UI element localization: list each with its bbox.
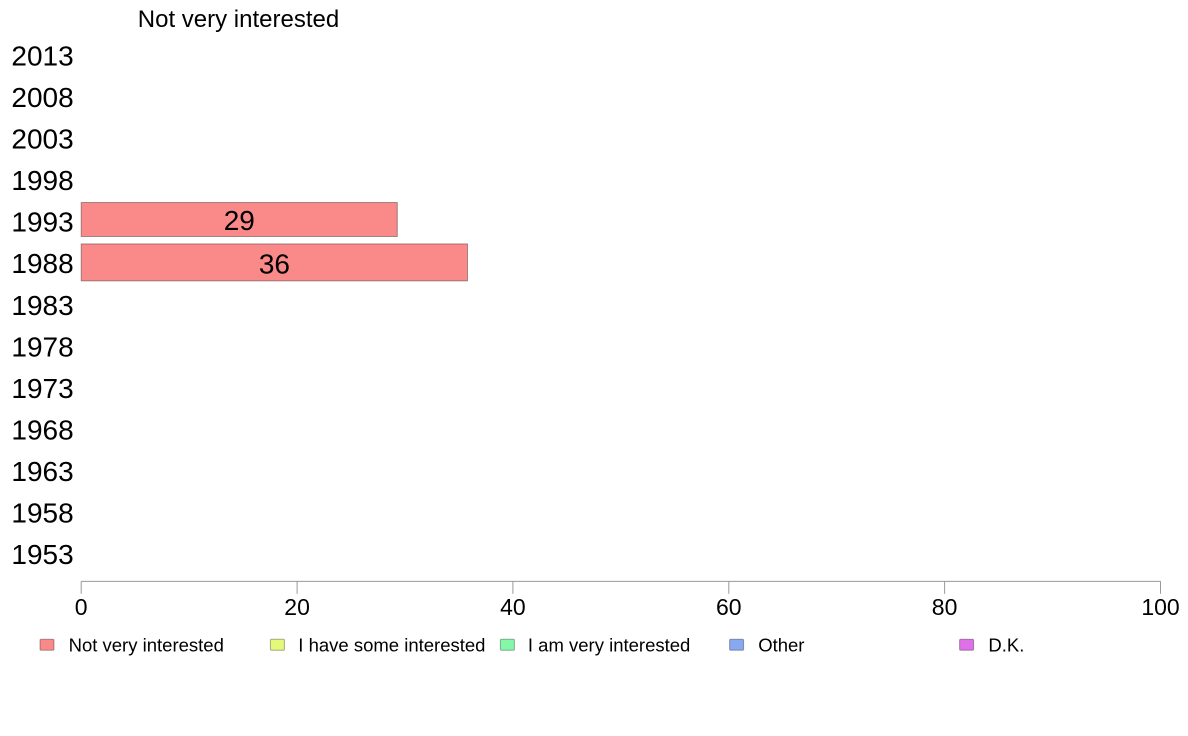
svg-text:0: 0 bbox=[75, 594, 88, 620]
svg-text:20: 20 bbox=[284, 594, 310, 620]
svg-text:36: 36 bbox=[259, 248, 290, 279]
svg-text:Other: Other bbox=[758, 635, 804, 656]
svg-text:I have some interested: I have some interested bbox=[298, 635, 485, 656]
svg-text:1963: 1963 bbox=[11, 456, 73, 487]
svg-text:Not very interested: Not very interested bbox=[69, 635, 224, 656]
svg-text:1998: 1998 bbox=[11, 165, 73, 196]
svg-text:1973: 1973 bbox=[11, 373, 73, 404]
svg-text:40: 40 bbox=[500, 594, 526, 620]
svg-text:1968: 1968 bbox=[11, 415, 73, 446]
svg-text:1983: 1983 bbox=[11, 290, 73, 321]
svg-text:2003: 2003 bbox=[11, 124, 73, 155]
svg-text:80: 80 bbox=[932, 594, 958, 620]
svg-text:2013: 2013 bbox=[11, 40, 73, 71]
svg-text:1953: 1953 bbox=[11, 539, 73, 570]
svg-text:29: 29 bbox=[224, 205, 255, 236]
svg-text:2008: 2008 bbox=[11, 82, 73, 113]
svg-text:Not very interested: Not very interested bbox=[138, 6, 339, 33]
svg-text:1993: 1993 bbox=[11, 207, 73, 238]
svg-text:1978: 1978 bbox=[11, 331, 73, 362]
svg-text:1958: 1958 bbox=[11, 498, 73, 529]
svg-text:I am very interested: I am very interested bbox=[528, 635, 690, 656]
svg-text:1988: 1988 bbox=[11, 248, 73, 279]
svg-text:D.K.: D.K. bbox=[988, 635, 1024, 656]
svg-text:60: 60 bbox=[716, 594, 742, 620]
svg-text:100: 100 bbox=[1141, 594, 1179, 620]
